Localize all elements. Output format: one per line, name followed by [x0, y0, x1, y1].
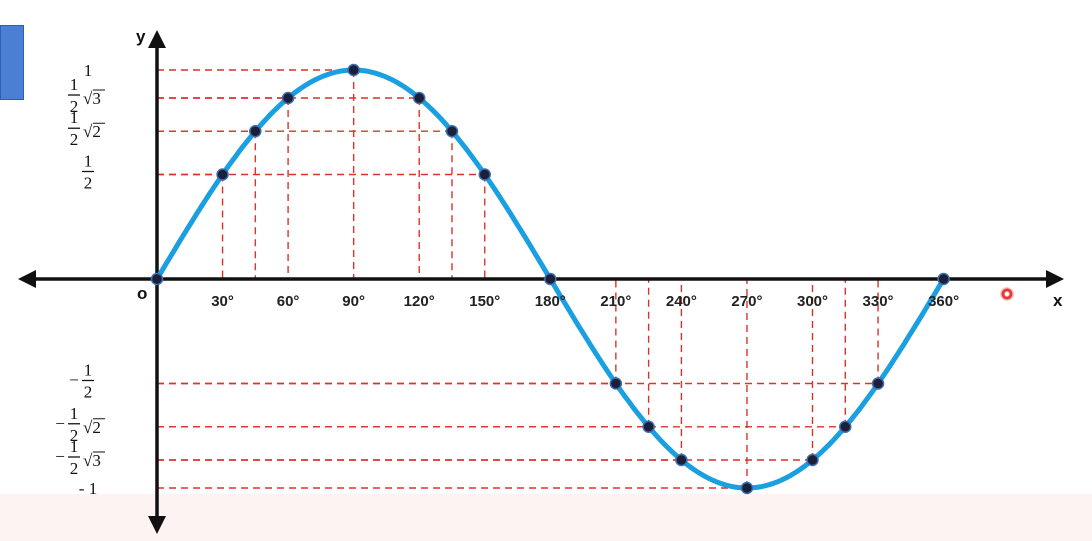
- y-tick-label: 1: [84, 61, 93, 80]
- data-points: [150, 63, 950, 495]
- pointer-dot-icon: [1000, 287, 1014, 301]
- fraction-denominator: 2: [70, 130, 79, 149]
- x-tick-label: 150°: [469, 293, 500, 310]
- fraction-numerator: 1: [70, 108, 79, 127]
- y-tick-label: 1 2− √3: [55, 437, 105, 478]
- x-axis-right-arrow-icon: [1046, 270, 1064, 288]
- x-tick-label: 300°: [797, 293, 828, 310]
- data-point: [871, 377, 885, 390]
- minus-sign: −: [69, 371, 79, 390]
- data-point: [544, 272, 557, 286]
- data-point: [675, 453, 688, 467]
- data-point: [740, 481, 754, 495]
- x-axis-label: x: [1053, 291, 1063, 310]
- root-term: √2: [83, 122, 101, 141]
- x-tick-labels: 30° 60° 90° 120° 150° 180° 210° 240° 270° 300° 330…: [211, 293, 959, 310]
- y-tick-label: - 1: [79, 479, 97, 498]
- x-tick-label: 330°: [863, 293, 894, 310]
- y-tick-label: 1 2− √2: [55, 404, 105, 445]
- minus-sign: −: [55, 447, 65, 466]
- data-point: [412, 91, 426, 105]
- data-point: [281, 91, 295, 105]
- data-point: [609, 377, 623, 390]
- fraction-numerator: 1: [70, 75, 79, 94]
- minus-sign: −: [55, 414, 65, 433]
- root-term: √2: [83, 418, 101, 437]
- fraction-numerator: 1: [70, 404, 79, 423]
- axis-letters: y x o: [136, 27, 1063, 310]
- data-point: [216, 168, 229, 181]
- fraction-denominator: 2: [70, 459, 79, 478]
- x-axis-left-arrow-icon: [18, 270, 36, 288]
- fraction-denominator: 2: [84, 174, 93, 193]
- y-tick-label: 1 2 √3: [68, 75, 105, 116]
- data-point: [839, 420, 852, 434]
- x-tick-label: 30°: [211, 293, 234, 310]
- x-tick-label: 180°: [535, 293, 566, 310]
- y-tick-label: 1 2 √2: [68, 108, 105, 149]
- y-axis-label: y: [136, 27, 146, 46]
- fraction-denominator: 2: [84, 383, 93, 402]
- root-term: √3: [83, 89, 101, 108]
- data-point: [806, 453, 819, 467]
- fraction-numerator: 1: [84, 152, 93, 171]
- data-point: [249, 124, 262, 138]
- y-tick-label: 12: [82, 152, 94, 193]
- x-tick-label: 360°: [928, 293, 959, 310]
- x-tick-label: 240°: [666, 293, 697, 310]
- data-point: [347, 63, 360, 77]
- axes: [18, 30, 1064, 534]
- data-point: [150, 272, 164, 286]
- fraction-denominator: 2: [70, 97, 79, 116]
- root-term: √3: [83, 451, 101, 470]
- data-point: [642, 420, 655, 434]
- fraction-denominator: 2: [70, 426, 79, 445]
- x-tick-label: 60°: [277, 293, 300, 310]
- guide-lines: [157, 69, 879, 489]
- y-axis-top-arrow-icon: [148, 30, 166, 48]
- y-axis-bottom-arrow-icon: [148, 516, 166, 534]
- data-point: [937, 272, 950, 286]
- x-tick-label: 270°: [731, 293, 762, 310]
- data-point: [478, 168, 491, 181]
- x-tick-label: 120°: [404, 293, 435, 310]
- slide-tab-shape: [0, 25, 24, 100]
- fraction-numerator: 1: [70, 437, 79, 456]
- fraction-numerator: 1: [84, 361, 93, 380]
- x-tick-label: 210°: [600, 293, 631, 310]
- x-tick-label: 90°: [342, 293, 365, 310]
- origin-label: o: [137, 284, 147, 303]
- data-point: [445, 124, 459, 138]
- bottom-band: [0, 494, 1092, 541]
- y-tick-label: 1 2−: [69, 361, 94, 402]
